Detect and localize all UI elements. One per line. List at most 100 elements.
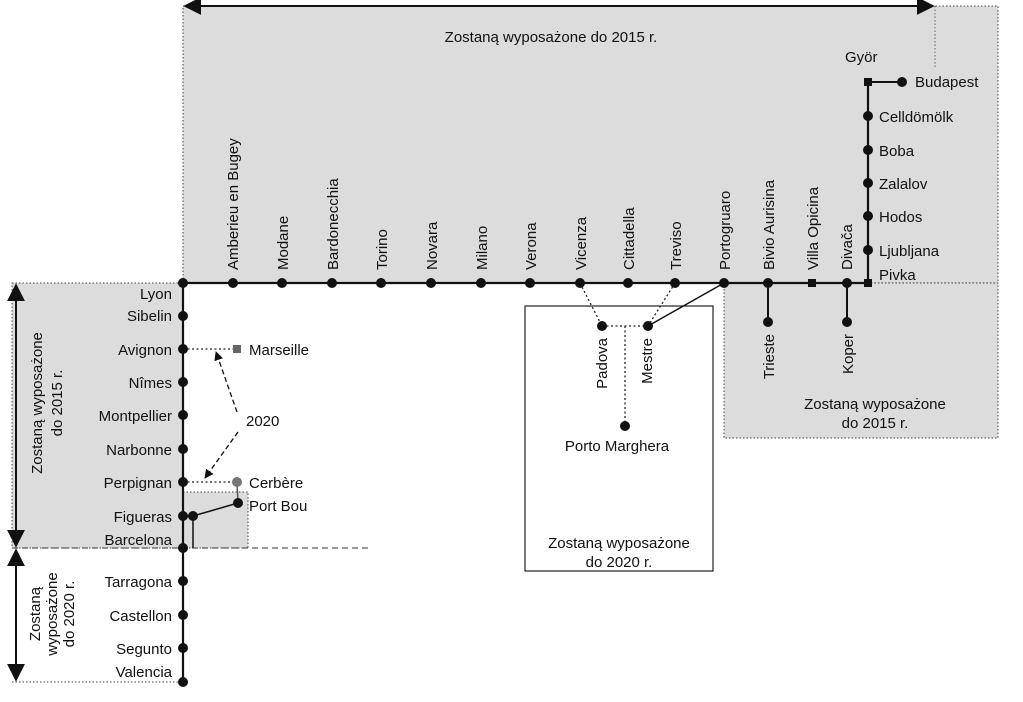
label-hodos: Hodos	[879, 209, 922, 226]
region-right-2015	[723, 282, 999, 439]
svg-text:do 2015 r.: do 2015 r.	[842, 415, 909, 432]
station-dot-figueras	[178, 511, 188, 521]
station-dot-trieste	[763, 317, 773, 327]
station-dot-cittadella	[623, 278, 633, 288]
station-dot-torino	[376, 278, 386, 288]
caption-center-2020: Zostaną wyposażone do 2020 r.	[548, 535, 690, 571]
label-torino: Torino	[374, 229, 391, 270]
label-villa-opicina: Villa Opicina	[805, 186, 822, 270]
label-avignon: Avignon	[118, 342, 172, 359]
station-dot-milano	[476, 278, 486, 288]
arrow-2020-perpignan	[204, 431, 239, 479]
station-dot-novara	[426, 278, 436, 288]
label-portogruaro: Portogruaro	[717, 191, 734, 270]
label-barcelona: Barcelona	[104, 532, 172, 549]
caption-right-2015: Zostaną wyposażone do 2015 r.	[804, 396, 946, 432]
station-dot-treviso	[670, 278, 680, 288]
dotted-connectors	[183, 282, 676, 483]
region-center-2020	[524, 305, 714, 572]
station-dot-ljubljana	[863, 245, 873, 255]
label-nimes: Nîmes	[129, 375, 172, 392]
label-trieste: Trieste	[761, 334, 778, 379]
label-cerbere: Cerbère	[249, 475, 303, 492]
label-boba: Boba	[879, 143, 915, 160]
svg-text:Zostaną: Zostaną	[27, 586, 44, 641]
annotation-2020: 2020	[246, 413, 279, 430]
label-padova: Padova	[594, 337, 611, 389]
label-milano: Milano	[474, 226, 491, 270]
label-lyon: Lyon	[140, 286, 172, 303]
station-dot-narbonne	[178, 444, 188, 454]
station-dot-budapest	[897, 77, 907, 87]
label-sibelin: Sibelin	[127, 308, 172, 325]
svg-text:do 2020 r.: do 2020 r.	[586, 554, 653, 571]
label-porto-marghera: Porto Marghera	[565, 438, 670, 455]
station-dot-koper	[842, 317, 852, 327]
caption-left-2020: Zostaną wyposażone do 2020 r.	[27, 572, 78, 656]
label-bivio-aurisina: Bivio Aurisina	[761, 179, 778, 270]
line-portogruaro-mestre	[647, 282, 725, 327]
station-dot-vicenza	[575, 278, 585, 288]
label-marseille: Marseille	[249, 342, 309, 359]
label-tarragona: Tarragona	[104, 574, 172, 591]
label-cittadella: Cittadella	[621, 207, 638, 270]
line-figueras-portbou	[192, 502, 239, 517]
label-amberieu: Amberieu en Bugey	[225, 138, 242, 270]
svg-text:do 2015 r.: do 2015 r.	[49, 370, 66, 437]
label-mestre: Mestre	[639, 338, 656, 384]
station-dot-divaca	[842, 278, 852, 288]
station-dot-segunto	[178, 643, 188, 653]
station-dot-celldomolk	[863, 111, 873, 121]
svg-text:Zostaną wyposażone: Zostaną wyposażone	[804, 396, 946, 413]
arrow-2020-marseille	[214, 351, 238, 413]
station-dot-padova	[597, 321, 607, 331]
caption-top-2015: Zostaną wyposażone do 2015 r.	[445, 29, 658, 46]
svg-text:wyposażone: wyposażone	[44, 572, 61, 656]
label-koper: Koper	[840, 334, 857, 374]
station-markers	[178, 77, 907, 687]
station-dot-portogruaro	[719, 278, 729, 288]
label-pivka: Pivka	[879, 267, 916, 284]
label-segunto: Segunto	[116, 641, 172, 658]
station-dot-figueras-2	[188, 511, 198, 521]
label-montpellier: Montpellier	[99, 408, 172, 425]
label-modane: Modane	[275, 216, 292, 270]
station-dot-cerbere	[232, 477, 242, 487]
label-verona: Verona	[523, 222, 540, 270]
station-dot-zalalov	[863, 178, 873, 188]
label-zalalov: Zalalov	[879, 176, 928, 193]
label-budapest: Budapest	[915, 74, 979, 91]
station-dot-perpignan	[178, 477, 188, 487]
station-dot-bardonecchia	[327, 278, 337, 288]
label-treviso: Treviso	[668, 221, 685, 270]
station-dot-port-bou	[233, 498, 243, 508]
station-dot-modane	[277, 278, 287, 288]
station-dot-bivio-aurisina	[763, 278, 773, 288]
station-dot-porto-marghera	[620, 421, 630, 431]
station-dot-gyor	[864, 78, 872, 86]
label-port-bou: Port Bou	[249, 498, 307, 515]
label-novara: Novara	[424, 221, 441, 270]
label-divaca: Divača	[839, 223, 856, 270]
station-dot-valencia	[178, 677, 188, 687]
station-dot-pivka	[864, 279, 872, 287]
label-celldomolk: Celldömölk	[879, 109, 954, 126]
label-bardonecchia: Bardonecchia	[325, 178, 342, 270]
station-dot-barcelona	[178, 543, 188, 553]
station-dot-verona	[525, 278, 535, 288]
region-left-2015	[11, 282, 184, 549]
label-castellon: Castellon	[109, 608, 172, 625]
label-figueras: Figueras	[114, 509, 172, 526]
region-top-2015	[182, 5, 999, 284]
station-dot-sibelin	[178, 311, 188, 321]
label-valencia: Valencia	[116, 664, 173, 681]
station-dot-mestre	[643, 321, 653, 331]
label-perpignan: Perpignan	[104, 475, 172, 492]
station-dot-tarragona	[178, 576, 188, 586]
station-dot-boba	[863, 145, 873, 155]
label-gyor: Györ	[845, 49, 878, 66]
station-dot-hodos	[863, 211, 873, 221]
station-dot-montpellier	[178, 410, 188, 420]
label-narbonne: Narbonne	[106, 442, 172, 459]
